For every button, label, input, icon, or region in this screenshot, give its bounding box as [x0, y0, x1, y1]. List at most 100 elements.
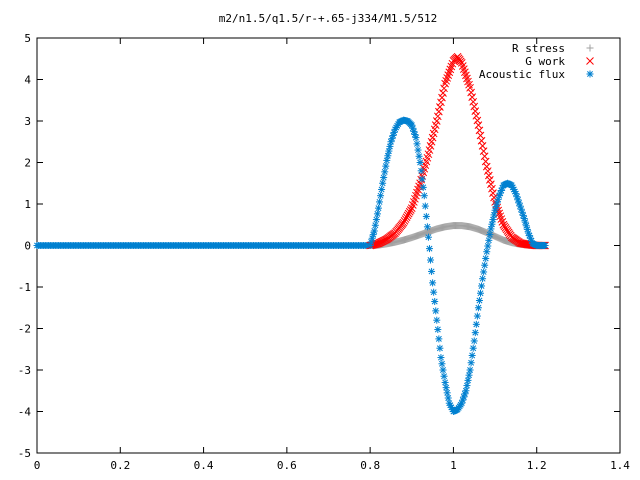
- acoustic-flux-point: [464, 376, 472, 384]
- g-work-point: [446, 65, 455, 74]
- legend-label: R stress: [512, 42, 565, 55]
- g-work-point: [482, 162, 491, 171]
- g-work-point: [484, 171, 493, 180]
- acoustic-flux-point: [439, 366, 447, 374]
- acoustic-flux-point: [490, 211, 498, 219]
- g-work-point: [399, 218, 408, 227]
- acoustic-flux-point: [431, 298, 439, 306]
- acoustic-flux-point: [460, 393, 468, 401]
- y-tick-label: -3: [18, 364, 31, 377]
- acoustic-flux-point: [483, 248, 491, 256]
- series-layer: [33, 52, 549, 415]
- acoustic-flux-point: [377, 192, 385, 200]
- acoustic-flux-point: [443, 389, 451, 397]
- g-work-point: [447, 62, 456, 71]
- g-work-point: [497, 215, 506, 223]
- acoustic-flux-point: [489, 216, 497, 224]
- x-tick-label: 1.4: [610, 459, 630, 472]
- legend-marker: [586, 70, 594, 78]
- acoustic-flux-point: [415, 152, 423, 160]
- acoustic-flux-point: [382, 162, 390, 170]
- g-work-point: [440, 84, 448, 93]
- acoustic-flux-point: [466, 366, 474, 374]
- acoustic-flux-point: [419, 183, 427, 191]
- acoustic-flux-point: [479, 275, 487, 283]
- acoustic-flux-point: [472, 320, 480, 328]
- g-work-point: [404, 209, 413, 218]
- acoustic-flux-point: [484, 242, 492, 250]
- g-work-point: [473, 116, 482, 125]
- acoustic-flux-point: [414, 146, 422, 154]
- acoustic-flux-point: [471, 329, 479, 337]
- g-work-point: [474, 121, 483, 130]
- acoustic-flux-point: [372, 216, 380, 224]
- legend-label: Acoustic flux: [479, 68, 565, 81]
- g-work-point: [472, 111, 481, 120]
- g-work-point: [439, 89, 447, 97]
- acoustic-flux-point: [386, 142, 394, 150]
- acoustic-flux-point: [420, 192, 428, 200]
- acoustic-flux-point: [468, 351, 476, 359]
- g-work-point: [475, 126, 484, 135]
- acoustic-flux-point: [380, 174, 388, 182]
- g-work-point: [441, 79, 449, 88]
- acoustic-flux-point: [433, 316, 441, 324]
- acoustic-flux-point: [418, 175, 426, 183]
- acoustic-flux-point: [470, 337, 478, 345]
- acoustic-flux-point: [442, 384, 450, 392]
- g-work-point: [435, 107, 443, 116]
- acoustic-flux-point: [436, 344, 444, 352]
- acoustic-flux-point: [438, 360, 446, 368]
- g-work-point: [477, 136, 486, 145]
- acoustic-flux-point: [374, 204, 382, 212]
- g-work-point: [445, 68, 454, 77]
- acoustic-flux-point: [434, 326, 442, 334]
- acoustic-flux-point: [384, 152, 392, 160]
- acoustic-flux-point: [435, 335, 443, 343]
- x-tick-label: 0: [34, 459, 41, 472]
- acoustic-flux-point: [476, 289, 484, 297]
- g-work-point: [498, 218, 507, 226]
- acoustic-flux-point: [469, 344, 477, 352]
- acoustic-flux-point: [473, 312, 481, 320]
- y-tick-label: 0: [24, 240, 31, 253]
- acoustic-flux-point: [474, 304, 482, 312]
- legend-marker: [586, 44, 594, 52]
- acoustic-flux-point: [417, 167, 425, 175]
- acoustic-flux-point: [428, 267, 436, 275]
- g-work-point: [403, 211, 412, 220]
- acoustic-flux-point: [373, 210, 381, 218]
- g-work-point: [479, 147, 488, 155]
- acoustic-flux-point: [462, 387, 470, 395]
- g-work-point: [483, 167, 492, 175]
- x-tick-label: 0.2: [110, 459, 130, 472]
- y-tick-label: -5: [18, 447, 31, 460]
- acoustic-flux-point: [425, 245, 433, 253]
- acoustic-flux-point: [429, 279, 437, 287]
- acoustic-flux-point: [432, 307, 440, 315]
- y-tick-label: 2: [24, 157, 31, 170]
- g-work-point: [481, 157, 490, 166]
- series-1: [366, 52, 549, 250]
- g-work-point: [437, 98, 445, 107]
- g-work-point: [487, 180, 495, 189]
- acoustic-flux-point: [416, 159, 424, 166]
- acoustic-flux-point: [521, 218, 529, 226]
- acoustic-flux-point: [463, 382, 471, 390]
- y-axis: -5 -4 -3 -2 -1 0 1 2 3 4 5: [18, 32, 620, 460]
- g-work-point: [469, 97, 478, 106]
- acoustic-flux-point: [437, 354, 445, 362]
- y-tick-label: -2: [18, 323, 31, 336]
- g-work-point: [496, 212, 505, 221]
- acoustic-flux-point: [381, 168, 389, 176]
- chart-title: m2/n1.5/q1.5/r-+.65-j334/M1.5/512: [219, 12, 438, 25]
- x-tick-label: 0.6: [277, 459, 297, 472]
- g-work-point: [443, 74, 452, 82]
- g-work-point: [488, 184, 496, 193]
- acoustic-flux-point: [467, 359, 475, 367]
- g-work-point: [480, 152, 489, 161]
- x-tick-label: 1.2: [527, 459, 547, 472]
- acoustic-flux-point: [444, 394, 452, 402]
